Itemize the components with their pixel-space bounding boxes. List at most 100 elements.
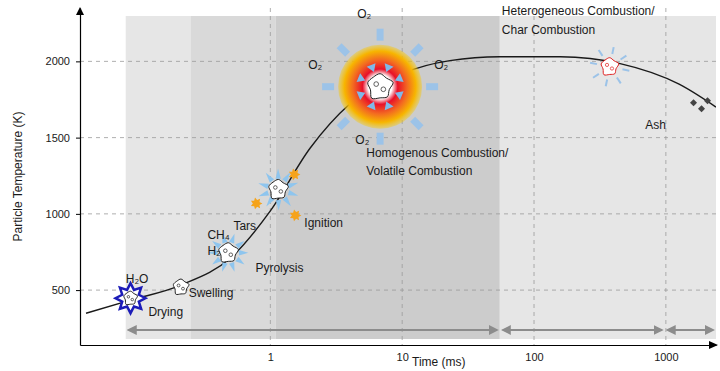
flame (251, 198, 262, 210)
spike (357, 73, 366, 82)
particle (124, 291, 138, 305)
spike (235, 257, 244, 265)
x-axis-arrow (709, 341, 718, 349)
particle-icon (690, 97, 711, 112)
star (704, 97, 711, 104)
grid-line (80, 213, 716, 214)
annotation: Pyrolysis (255, 261, 303, 275)
ash-piece (698, 105, 705, 112)
annotation: O₂ (357, 7, 371, 21)
particle-pore (229, 253, 233, 257)
y-tick: 2000 (46, 55, 80, 67)
grid-line (534, 8, 535, 345)
oxygen-dash (612, 47, 613, 54)
annotation: CH₄ (207, 228, 229, 242)
spike (395, 91, 404, 100)
oxygen-dash (590, 63, 597, 64)
flame-glow (338, 45, 422, 129)
particle (269, 179, 289, 198)
y-tick: 1500 (46, 132, 80, 144)
particle-pore (127, 296, 130, 299)
oxygen-dash (621, 56, 627, 60)
annotation: Swelling (189, 286, 234, 300)
plot-area (80, 8, 716, 345)
spike (357, 91, 366, 100)
star (690, 99, 697, 106)
star (251, 198, 262, 210)
particle-icon (173, 279, 189, 294)
spike (266, 173, 274, 183)
phase-range (129, 329, 497, 331)
spike (395, 73, 404, 82)
particle-pore (182, 287, 185, 290)
oxygen-ray (426, 83, 438, 90)
spike (288, 183, 299, 189)
spike (282, 172, 290, 182)
ash-piece (690, 99, 697, 106)
annotation: Ignition (304, 216, 343, 230)
phase-range (503, 329, 662, 331)
phase-band (500, 16, 716, 339)
flame (290, 210, 301, 222)
spike (275, 168, 280, 178)
spike (385, 63, 394, 72)
particle-icon (251, 168, 301, 221)
oxygen-dash (593, 74, 599, 78)
particle-icon (116, 283, 146, 313)
y-axis-title: Particle Temperature (K) (11, 112, 25, 242)
particle-pore (381, 87, 386, 92)
y-axis-arrow (76, 7, 84, 15)
x-tick: 100 (525, 345, 543, 363)
particle-pore (605, 63, 608, 66)
chart: H₂O Drying Swelling CH₄ Tars H₂ Pyrolysis Ignit… (0, 0, 720, 371)
spike (385, 101, 394, 110)
oxygen-dash (622, 69, 629, 70)
spike (258, 190, 269, 196)
spike (229, 262, 234, 272)
y-tick-label: 2000 (46, 55, 70, 67)
annotation: Volatile Combustion (366, 164, 472, 178)
grid-line (665, 8, 666, 345)
annotation: Heterogeneous Combustion/ (502, 4, 655, 18)
particle-pore (374, 82, 379, 87)
star (698, 105, 705, 112)
spike (288, 190, 299, 196)
particle (368, 74, 393, 99)
particle-pore (279, 190, 283, 194)
spike (276, 200, 281, 210)
x-tick-label: 1 (268, 351, 274, 363)
particle-icons (116, 29, 712, 314)
annotation: O₂ (355, 133, 369, 147)
oxygen-ray (339, 119, 347, 127)
oxygen-ray (413, 46, 421, 54)
x-axis-line (81, 345, 717, 346)
particle-pore (274, 186, 278, 190)
particle-icon (322, 29, 438, 145)
y-axis: 500100015002000 (46, 9, 81, 346)
particle-pore (224, 249, 228, 253)
x-tick: 1 (268, 345, 274, 363)
x-tick-label: 10 (397, 351, 409, 363)
star (289, 169, 300, 181)
x-axis-title: Time (ms) (412, 355, 466, 369)
spike (239, 250, 248, 255)
annotation: Tars (233, 219, 256, 233)
oxygen-dash (606, 79, 607, 86)
oxygen-ray (377, 29, 384, 41)
annotation: Char Combustion (502, 23, 595, 37)
phase-range (668, 329, 713, 331)
annotation: Ash (645, 118, 666, 132)
oxygen-ray (377, 133, 384, 145)
particle-icon (590, 47, 629, 86)
annotation: H₂O (126, 272, 149, 286)
x-tick-label: 1000 (654, 351, 678, 363)
annotation: Drying (148, 305, 183, 319)
y-tick-label: 1500 (46, 132, 70, 144)
oxygen-dash (599, 50, 603, 56)
spike (367, 101, 376, 110)
annotation: H₂ (207, 244, 221, 258)
spike (229, 234, 234, 244)
y-tick-mark (76, 138, 80, 139)
spike (212, 257, 221, 265)
particle (219, 243, 239, 262)
